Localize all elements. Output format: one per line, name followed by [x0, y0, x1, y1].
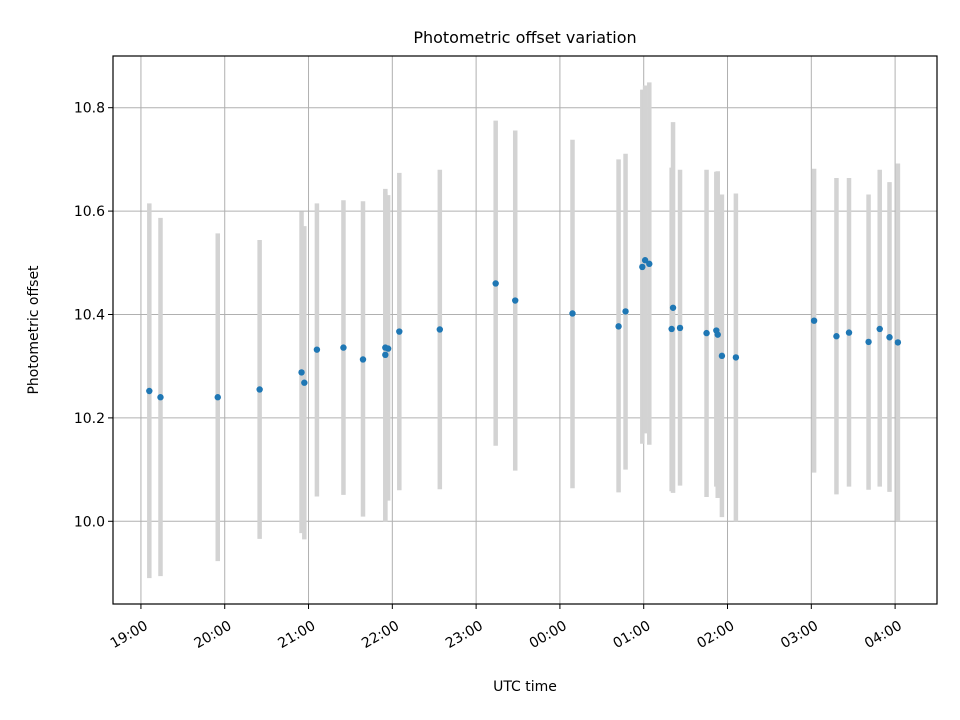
chart-title: Photometric offset variation: [413, 28, 636, 47]
y-tick-label: 10.0: [74, 514, 105, 530]
data-point: [703, 329, 710, 337]
data-point: [340, 344, 347, 351]
plot-frame: [112, 55, 938, 605]
data-point: [569, 310, 576, 317]
data-point: [382, 351, 389, 359]
y-tick-label: 10.2: [74, 411, 105, 427]
data-point: [865, 338, 872, 346]
data-point: [492, 280, 499, 287]
data-point: [668, 325, 675, 333]
data-point: [214, 394, 221, 401]
data-point: [615, 323, 622, 330]
data-point: [641, 257, 649, 264]
data-point: [436, 326, 444, 333]
data-point: [894, 339, 902, 346]
y-tick-label: 10.4: [74, 307, 105, 323]
data-point: [732, 354, 740, 361]
data-point: [669, 304, 677, 311]
data-point: [718, 352, 726, 360]
data-point: [676, 324, 684, 332]
data-point: [256, 386, 263, 393]
data-point: [833, 333, 840, 340]
y-axis-label: Photometric offset: [26, 265, 42, 395]
data-point: [810, 317, 818, 324]
data-point: [886, 334, 893, 341]
data-point: [301, 379, 308, 386]
data-point: [384, 345, 392, 352]
data-point: [714, 331, 721, 338]
point-layer: [146, 257, 902, 401]
data-point: [396, 328, 403, 335]
grid-layer: [113, 56, 937, 604]
data-point: [298, 369, 305, 376]
y-tick-label: 10.8: [74, 101, 105, 117]
data-point: [157, 394, 164, 401]
data-point: [646, 260, 653, 268]
data-point: [359, 356, 367, 363]
data-point: [146, 387, 153, 395]
data-point: [845, 329, 853, 336]
data-point: [313, 346, 321, 353]
data-point: [512, 297, 519, 304]
data-point: [876, 325, 883, 333]
y-tick-label: 10.6: [74, 204, 105, 220]
x-axis-label: UTC time: [493, 679, 557, 695]
data-point: [622, 308, 629, 315]
data-point: [639, 263, 646, 271]
